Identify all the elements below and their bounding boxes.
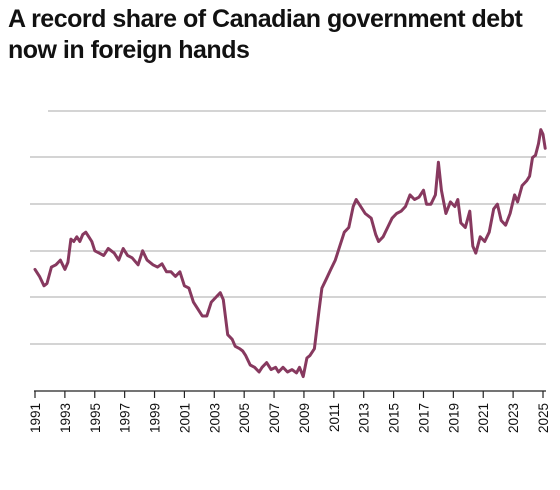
x-tick-label: 2001 (177, 403, 192, 433)
x-tick-label: 1999 (148, 403, 163, 433)
x-tick-label: 2007 (267, 403, 282, 433)
series-line (33, 128, 547, 379)
x-tick-label: 2009 (297, 403, 312, 433)
x-tick-label: 2025 (536, 403, 551, 433)
x-tick-label: 2005 (237, 403, 252, 433)
x-tick-label: 2003 (207, 403, 222, 433)
chart-title: A record share of Canadian government de… (8, 4, 560, 66)
x-tick-label: 2015 (387, 403, 402, 433)
x-tick-label: 2011 (327, 403, 342, 432)
x-tick-label: 2019 (446, 403, 461, 433)
x-tick-label: 1995 (88, 403, 103, 433)
x-tick-label: 1991 (28, 403, 43, 433)
x-tick-label: 2017 (416, 403, 431, 433)
x-tick-label: 1997 (118, 403, 133, 433)
x-tick-label: 2023 (506, 403, 521, 433)
x-tick-label: 1993 (58, 403, 73, 433)
x-tick-label: 2013 (357, 403, 372, 433)
x-tick-label: 2021 (476, 403, 491, 433)
chart-title-line-1: A record share of Canadian government de… (8, 5, 523, 33)
chart-title-line-2: now in foreign hands (8, 36, 250, 64)
